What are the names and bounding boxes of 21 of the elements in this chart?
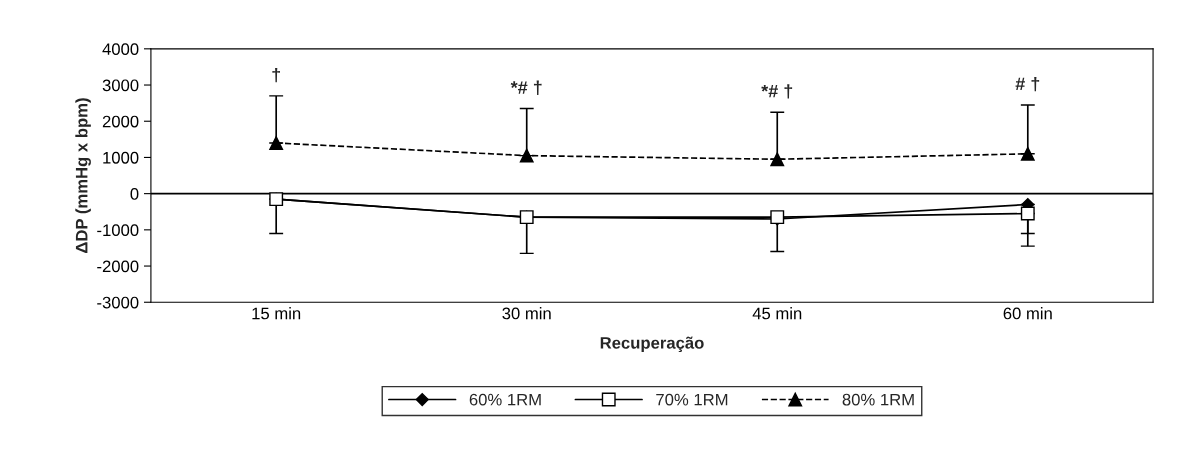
legend-label: 70% 1RM	[656, 393, 728, 406]
y-tick-label: 4000	[102, 43, 139, 56]
y-tick-label: 3000	[102, 79, 139, 92]
x-tick-label: 15 min	[252, 307, 301, 320]
annotation: # †	[1015, 77, 1040, 92]
y-tick-label: -2000	[97, 260, 139, 273]
x-axis-title: Recuperação	[600, 336, 704, 353]
annotation: †	[272, 67, 280, 83]
annotation: *# †	[761, 84, 793, 99]
y-tick-label: 2000	[102, 115, 139, 128]
y-tick-label: 1000	[103, 151, 139, 164]
y-tick-label: -3000	[97, 296, 139, 309]
y-axis-title: ΔDP (mmHg x bpm)	[75, 98, 91, 253]
x-tick-label: 60 min	[1003, 307, 1052, 320]
legend-label: 80% 1RM	[842, 393, 914, 406]
x-tick-label: 30 min	[502, 307, 551, 320]
y-tick-label: -1000	[97, 224, 139, 237]
annotation: *# †	[510, 80, 542, 95]
y-tick-label: 0	[130, 188, 139, 200]
x-tick-label: 45 min	[752, 307, 802, 320]
legend-label: 60% 1RM	[469, 393, 541, 406]
